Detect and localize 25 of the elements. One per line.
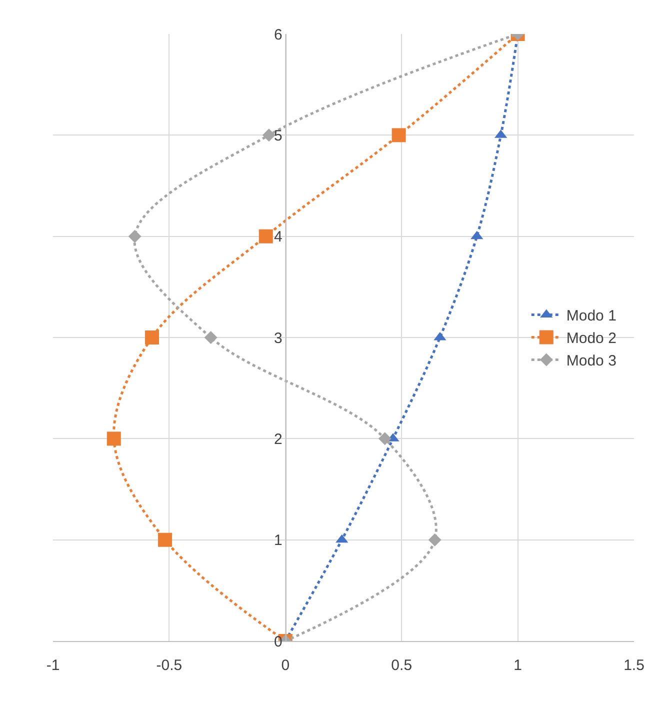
point (145, 330, 159, 344)
point (106, 432, 121, 446)
x-tick-label: -0.5 (156, 657, 182, 674)
point (204, 331, 218, 344)
legend-label: Modo 3 (566, 352, 616, 370)
point (258, 229, 273, 244)
y-tick-label: 2 (274, 430, 282, 448)
y-tick-label: 4 (274, 228, 282, 246)
point (378, 432, 392, 446)
x-tick-label: 1 (514, 657, 522, 674)
y-tick-label: 6 (274, 26, 282, 44)
point (128, 230, 142, 243)
point (392, 128, 406, 142)
legend-label: Modo 1 (566, 308, 616, 325)
point (262, 128, 276, 142)
x-tick-label: -1 (46, 657, 60, 674)
y-tick-label: 3 (274, 330, 282, 347)
x-tick-label: 0.5 (391, 657, 412, 674)
point (428, 533, 442, 546)
y-tick-label: 5 (274, 127, 282, 144)
legend-label: Modo 2 (566, 330, 616, 348)
x-tick-label: 1.5 (624, 657, 644, 674)
point (158, 532, 172, 547)
y-tick-label: 0 (274, 633, 282, 650)
y-tick-label: 1 (274, 532, 282, 550)
